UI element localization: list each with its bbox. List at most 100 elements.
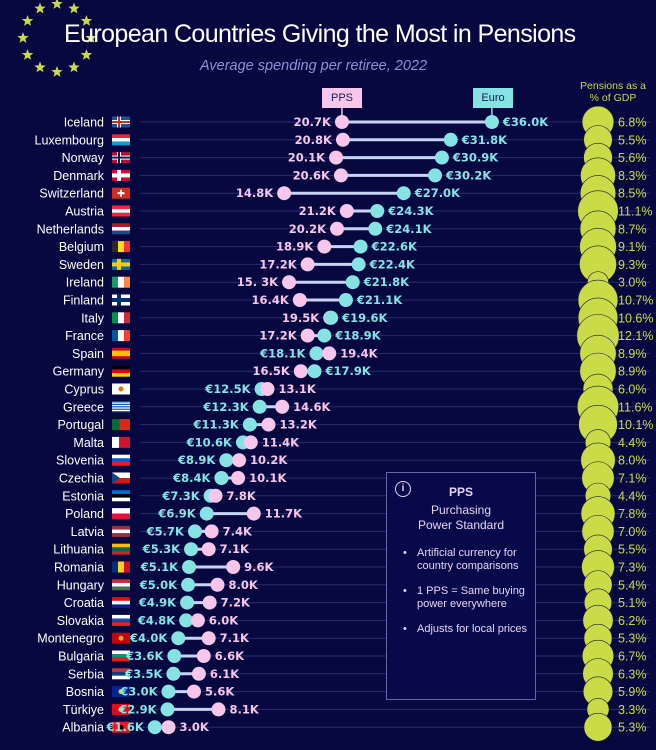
pps-dot [191, 666, 206, 681]
eu-star-icon [21, 15, 34, 26]
legend-pps: PPS [322, 88, 362, 108]
eu-star-icon [85, 32, 97, 43]
country-label: Croatia [64, 596, 104, 610]
gdp-value-label: 8.7% [618, 222, 647, 236]
gdp-value-label: 8.9% [618, 347, 647, 361]
gdp-value-label: 5.5% [618, 543, 647, 557]
euro-value-label: €22.4K [369, 257, 416, 271]
euro-dot [345, 275, 360, 290]
chart-row: Norway 20.1K €30.9K 5.6% [62, 142, 650, 173]
pps-value-label: 6.6K [215, 649, 245, 663]
euro-value-label: €31.8K [461, 133, 508, 147]
country-label: Türkiye [63, 703, 104, 717]
euro-value-label: €1.6K [105, 720, 144, 734]
iceland-flag-icon [112, 116, 130, 128]
pps-dot [246, 506, 261, 521]
gdp-value-label: 11.6% [618, 400, 653, 414]
euro-value-label: €3.5K [124, 667, 163, 681]
lithuania-flag-icon [112, 543, 130, 555]
euro-value-label: €12.5K [204, 382, 251, 396]
euro-dot [338, 293, 353, 307]
euro-dot [181, 577, 196, 592]
gdp-value-label: 5.1% [618, 596, 647, 610]
euro-dot [396, 186, 411, 201]
euro-value-label: €8.4K [172, 471, 211, 485]
gdp-value-label: 11.1% [618, 205, 653, 219]
czechia-flag-icon [112, 472, 130, 484]
info-bullets: Artificial currency for country comparis… [401, 547, 529, 648]
ireland-flag-icon [112, 276, 130, 288]
euro-dot [324, 310, 339, 325]
country-label: Germany [53, 365, 105, 379]
country-label: Iceland [64, 116, 104, 130]
chart-row: Estonia €7.3K 7.8K 4.4% [62, 482, 650, 509]
gdp-value-label: 6.0% [618, 383, 647, 397]
euro-dot [317, 328, 332, 343]
chart-row: Albania €1.6K 3.0K 5.3% [62, 712, 650, 742]
country-label: Ireland [66, 276, 104, 290]
euro-value-label: €7.3K [161, 489, 200, 503]
eu-star-icon [21, 49, 34, 60]
info-subtitle-line1: Purchasing [430, 503, 492, 517]
pps-dot [243, 435, 258, 450]
chart-row: Ireland 15. 3K €21.8K 3.0% [66, 271, 650, 294]
pps-dot [190, 613, 205, 628]
pps-value-label: 16.4K [252, 293, 290, 307]
chart-row: Finland 16.4K €21.1K 10.7% [63, 279, 653, 321]
pps-dot [282, 275, 297, 290]
euro-value-label: €18.9K [334, 329, 381, 343]
pps-value-label: 13.1K [278, 382, 316, 396]
country-label: Lithuania [53, 543, 104, 557]
pps-dot [231, 471, 246, 485]
euro-value-label: €5.0K [139, 578, 178, 592]
pps-value-label: 11.7K [265, 507, 303, 521]
euro-dot [184, 542, 199, 557]
chart-row: Sweden 17.2K €22.4K 9.3% [59, 245, 650, 284]
euro-dot [428, 168, 443, 183]
gdp-value-label: 6.2% [618, 614, 647, 628]
info-title: PPS [448, 485, 473, 499]
pps-dot [277, 186, 292, 201]
country-label: Serbia [68, 667, 104, 681]
chart-row: Greece €12.3K 14.6K 11.6% [63, 385, 653, 428]
pps-dot [186, 684, 201, 699]
finland-flag-icon [112, 294, 130, 306]
euro-value-label: €4.9K [138, 596, 177, 610]
euro-value-label: €30.2K [445, 168, 492, 182]
euro-value-label: €27.0K [414, 186, 461, 200]
euro-value-label: €12.3K [202, 400, 249, 414]
pps-value-label: 5.6K [205, 685, 235, 699]
country-label: Romania [54, 561, 104, 575]
pps-value-label: 20.7K [294, 115, 332, 129]
latvia-flag-icon [112, 525, 130, 537]
euro-dot [161, 684, 176, 699]
pps-dot [201, 631, 216, 646]
gdp-value-label: 9.1% [618, 240, 647, 254]
country-label: Denmark [53, 169, 104, 183]
pps-dot [161, 720, 176, 735]
euro-value-label: €36.0K [502, 115, 549, 129]
euro-value-label: €4.0K [129, 631, 168, 645]
pps-value-label: 20.1K [288, 151, 326, 165]
country-label: Czechia [59, 472, 104, 486]
pps-value-label: 14.6K [293, 400, 331, 414]
malta-flag-icon [112, 436, 130, 448]
euro-dot [199, 506, 214, 521]
germany-flag-icon [112, 365, 130, 377]
euro-dot [351, 257, 366, 272]
country-label: Hungary [57, 578, 105, 592]
euro-value-label: €30.9K [452, 151, 499, 165]
euro-value-label: €4.8K [137, 613, 176, 627]
gdp-value-label: 5.5% [618, 133, 647, 147]
country-label: Spain [72, 347, 104, 361]
pps-dot [260, 382, 275, 396]
pps-dot [261, 417, 276, 432]
pps-dot [322, 346, 337, 361]
spain-flag-icon [112, 347, 130, 359]
chart-row: Portugal €11.3K 13.2K 10.1% [57, 404, 653, 445]
slovakia-flag-icon [112, 614, 130, 626]
chart-row: Serbia €3.5K 6.1K 6.3% [68, 658, 650, 690]
eu-star-icon [68, 2, 80, 14]
country-label: Switzerland [39, 187, 104, 201]
euro-value-label: €5.1K [140, 560, 179, 574]
